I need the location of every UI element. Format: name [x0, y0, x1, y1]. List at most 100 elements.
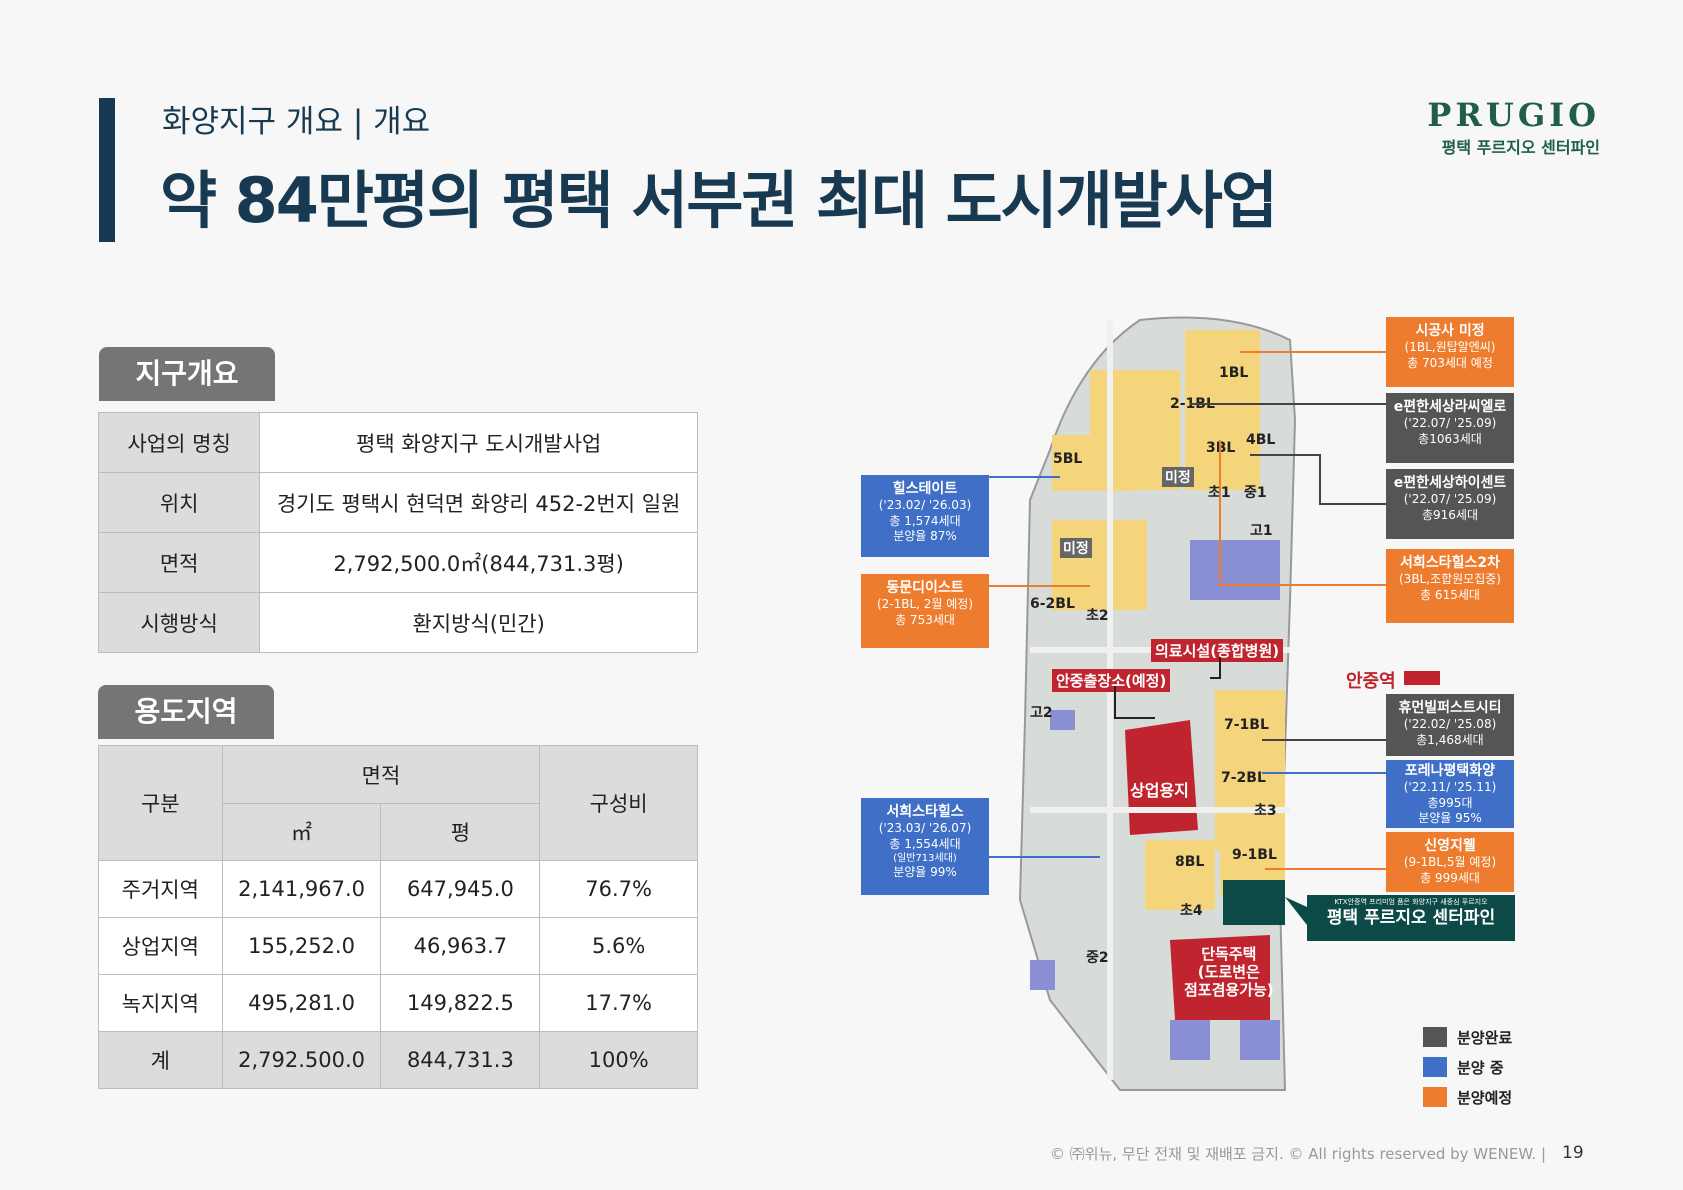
row-label: 녹지지역 — [98, 974, 223, 1032]
callout-c8: 힐스테이트 ('23.02/ '26.03) 총 1,574세대 분양율 87% — [861, 475, 989, 557]
hospital-label: 의료시설(종합병원) — [1151, 639, 1284, 662]
callout-line: 총916세대 — [1421, 507, 1479, 522]
col-pyeong: 평 — [380, 803, 541, 861]
parcel-label: 초3 — [1254, 803, 1277, 819]
row-value: 2,792,500.0㎡(844,731.3평) — [259, 532, 698, 593]
callout-line: 총 753세대 — [895, 612, 955, 627]
table-header-row: ㎡ 평 — [99, 803, 698, 861]
parcel-label: 3BL — [1206, 440, 1236, 456]
logo-subtitle: 평택 푸르지오 센터파인 — [1441, 138, 1600, 157]
callout-title: e편한세상라씨엘로 — [1393, 399, 1507, 415]
legend-item: 분양 중 — [1423, 1052, 1512, 1082]
callout-c6: 포레나평택화양 ('22.11/ '25.11) 총995대 분양율 95% — [1386, 760, 1514, 828]
parcel-label: 고1 — [1250, 523, 1273, 539]
cell-pyeong: 149,822.5 — [380, 974, 541, 1032]
parcel-label: 7-1BL — [1224, 717, 1269, 733]
table-row: 위치 경기도 평택시 현덕면 화양리 452-2번지 일원 — [97, 472, 698, 533]
cell-sqm: 2,792.500.0 — [221, 1031, 382, 1089]
table-total-row: 계 2,792.500.0 844,731.3 100% — [98, 1031, 698, 1089]
callout-title: 서희스타힐스2차 — [1400, 555, 1500, 571]
page-subtitle: 화양지구 개요 | 개요 — [162, 104, 431, 140]
callout-line: 총 703세대 예정 — [1407, 355, 1493, 370]
row-label: 계 — [98, 1031, 223, 1089]
callout-line: 총 999세대 — [1420, 870, 1480, 885]
cell-ratio: 17.7% — [539, 974, 698, 1032]
office-label: 안중출장소(예정) — [1052, 669, 1171, 692]
callout-line: ('23.03/ '26.07) — [878, 821, 972, 836]
row-label: 면적 — [97, 532, 261, 593]
row-value: 경기도 평택시 현덕면 화양리 452-2번지 일원 — [259, 472, 698, 533]
row-label: 위치 — [97, 472, 261, 533]
station-label: 안중역 — [1346, 671, 1396, 692]
callout-line: 총1,468세대 — [1416, 732, 1484, 747]
row-label: 주거지역 — [98, 860, 223, 918]
callout-line: 총 615세대 — [1420, 587, 1480, 602]
callout-line: (9-1BL,5월 예정) — [1403, 855, 1497, 870]
parcel-label: 초1 — [1208, 485, 1231, 501]
parcel-label: 1BL — [1219, 365, 1249, 381]
callout-line: 총995대 — [1427, 795, 1473, 810]
parcel-label: 6-2BL — [1030, 596, 1075, 612]
callout-title: 신영지웰 — [1424, 838, 1476, 854]
callout-line: (일반713세대) — [893, 853, 957, 865]
table-row: 면적 2,792,500.0㎡(844,731.3평) — [97, 532, 698, 593]
parcel-label: 미정 — [1060, 538, 1092, 558]
parcel-label: 중1 — [1244, 485, 1267, 501]
cell-ratio: 76.7% — [539, 860, 698, 918]
legend-item: 분양예정 — [1423, 1082, 1512, 1112]
parcel-label: 4BL — [1246, 432, 1276, 448]
parcel-label: 8BL — [1175, 854, 1205, 870]
callout-line: 분양율 95% — [1418, 811, 1482, 826]
callout-title: 동문디이스트 — [886, 580, 964, 596]
callout-line: ('22.11/ '25.11) — [1403, 780, 1497, 795]
table-row: 시행방식 환지방식(민간) — [97, 592, 698, 653]
cell-sqm: 155,252.0 — [221, 917, 382, 975]
callout-title: 시공사 미정 — [1415, 323, 1485, 339]
footer-copyright: © ㈜위뉴, 무단 전재 및 재배포 금지. © All rights rese… — [1050, 1145, 1547, 1163]
cell-sqm: 2,141,967.0 — [221, 860, 382, 918]
page-title: 약 84만평의 평택 서부권 최대 도시개발사업 — [160, 164, 1278, 237]
detached-line: 점포겸용가능) — [1184, 981, 1274, 999]
zoning-heading: 용도지역 — [98, 685, 274, 739]
callout-title: 휴먼빌퍼스트시티 — [1398, 700, 1502, 716]
parcel-label: 고2 — [1030, 705, 1053, 721]
legend-swatch — [1423, 1087, 1447, 1107]
parcel-label: 2-1BL — [1170, 396, 1215, 412]
callout-line: (3BL,조합원모집중) — [1399, 572, 1501, 587]
parcel-label: 7-2BL — [1221, 770, 1266, 786]
row-value: 평택 화양지구 도시개발사업 — [259, 412, 698, 473]
callout-title: 평택 푸르지오 센터파인 — [1326, 908, 1496, 929]
callout-line: (2-1BL, 2월 예정) — [876, 597, 974, 612]
cell-ratio: 5.6% — [539, 917, 698, 975]
table-header-row: 구분 면적 구성비 — [98, 745, 698, 861]
row-label: 시행방식 — [97, 592, 261, 653]
callout-c5: 휴먼빌퍼스트시티 ('22.02/ '25.08) 총1,468세대 — [1386, 694, 1514, 756]
callout-c4: 서희스타힐스2차 (3BL,조합원모집중) 총 615세대 — [1386, 549, 1514, 623]
callout-title: 포레나평택화양 — [1404, 763, 1496, 779]
parcel-label: 9-1BL — [1232, 847, 1277, 863]
callout-line: ('22.02/ '25.08) — [1403, 717, 1497, 732]
legend-label: 분양완료 — [1457, 1028, 1513, 1047]
callout-c9: 동문디이스트 (2-1BL, 2월 예정) 총 753세대 — [861, 574, 989, 648]
callout-line: ('22.07/ '25.09) — [1403, 416, 1497, 431]
cell-pyeong: 46,963.7 — [380, 917, 541, 975]
cell-ratio: 100% — [539, 1031, 698, 1089]
callout-line: 분양율 99% — [893, 865, 957, 880]
callout-line: 분양율 87% — [893, 529, 957, 544]
col-area: 면적 — [221, 745, 541, 804]
parcel-label: 5BL — [1053, 451, 1083, 467]
legend-label: 분양예정 — [1457, 1088, 1513, 1107]
callout-line: 총 1,574세대 — [889, 513, 961, 528]
cell-pyeong: 647,945.0 — [380, 860, 541, 918]
legend-swatch — [1423, 1027, 1447, 1047]
detached-line: 단독주택 — [1201, 945, 1257, 963]
parcel-label: 초4 — [1180, 903, 1203, 919]
table-row: 상업지역 155,252.0 46,963.7 5.6% — [98, 917, 698, 975]
table-row: 녹지지역 495,281.0 149,822.5 17.7% — [98, 974, 698, 1032]
callout-c10: 서희스타힐스 ('23.03/ '26.07) 총 1,554세대 (일반713… — [861, 798, 989, 895]
callout-line: ('23.02/ '26.03) — [878, 498, 972, 513]
col-category: 구분 — [98, 745, 223, 861]
map-legend: 분양완료 분양 중 분양예정 — [1423, 1022, 1512, 1112]
callout-line: 총1063세대 — [1418, 431, 1482, 446]
callout-title: e편한세상하이센트 — [1393, 475, 1507, 491]
